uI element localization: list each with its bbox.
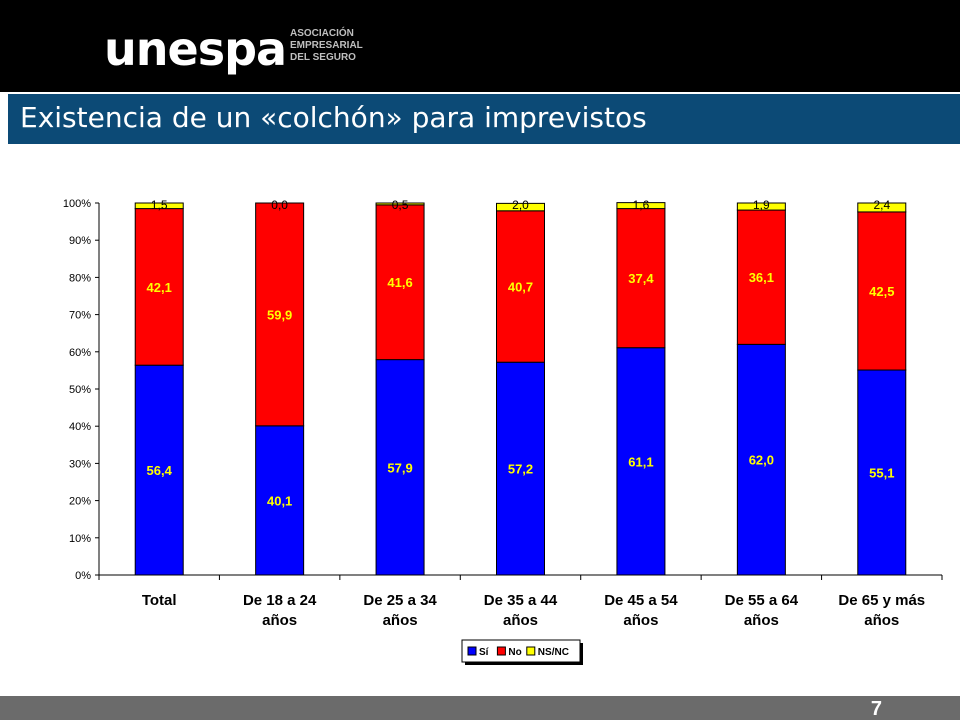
bar-segment-NS/NC: [496, 202, 545, 212]
legend-label: NS/NC: [538, 647, 569, 658]
x-category-label: años: [503, 612, 538, 629]
data-label-no: 41,6: [387, 275, 412, 290]
logo-subtitle-line: EMPRESARIAL: [290, 40, 363, 51]
data-label-nsnc: 1,9: [753, 198, 770, 212]
x-category-label: De 45 a 54: [604, 592, 678, 609]
data-label-no: 36,1: [749, 270, 774, 285]
bar-segment-NS/NC: [736, 202, 786, 211]
slide-title: Existencia de un «colchón» para imprevis…: [20, 101, 647, 134]
bar-segment-NS/NC: [375, 202, 425, 206]
data-label-si: 61,1: [628, 454, 653, 469]
x-category-label: De 65 y más: [838, 592, 925, 609]
data-label-nsnc: 0,0: [271, 198, 288, 212]
bar-segment-No: [616, 208, 666, 349]
x-category-label: años: [383, 612, 418, 629]
bar-segment-Sí: [616, 347, 666, 576]
unespa-logo: unespa: [104, 22, 287, 76]
x-category-label: Total: [142, 592, 177, 609]
legend-swatch-Sí: [467, 646, 477, 656]
y-tick-label: 30%: [69, 458, 91, 470]
y-tick-label: 80%: [69, 272, 91, 284]
legend-swatch-No: [496, 646, 506, 656]
data-label-no: 37,4: [628, 271, 654, 286]
data-label-nsnc: 0,5: [392, 198, 409, 212]
data-label-no: 40,7: [508, 280, 533, 295]
bar-segment-Sí: [736, 343, 786, 576]
logo-subtitle-line: DEL SEGURO: [290, 52, 356, 63]
x-category-label: años: [744, 612, 779, 629]
y-tick-label: 90%: [69, 235, 91, 247]
x-category-label: De 18 a 24: [243, 592, 317, 609]
bar-segment-No: [134, 208, 184, 366]
data-label-si: 57,2: [508, 462, 533, 477]
data-label-si: 40,1: [267, 493, 292, 508]
logo-subtitle-line: ASOCIACIÓN: [290, 28, 354, 39]
page-number: 7: [870, 698, 882, 720]
legend-box: [461, 639, 581, 663]
stacked-bar-chart: 0% 10% 20% 30% 40% 50% 60% 70% 80% 90% 100% 56,4 42,…: [63, 198, 943, 665]
y-tick-label: 100%: [63, 198, 91, 210]
bar-segment-Sí: [255, 425, 305, 576]
bar-segment-No: [857, 211, 907, 371]
x-category-label: años: [623, 612, 658, 629]
bar-segment-Sí: [375, 359, 425, 576]
data-label-si: 62,0: [749, 453, 774, 468]
y-tick-label: 50%: [69, 384, 91, 396]
bar-segment-Sí: [857, 369, 907, 576]
data-label-nsnc: 2,0: [512, 198, 529, 212]
title-bar: [8, 94, 960, 144]
data-label-no: 42,1: [147, 280, 172, 295]
bar-segment-NS/NC: [857, 202, 907, 213]
y-tick-label: 70%: [69, 310, 91, 322]
x-category-label: años: [864, 612, 899, 629]
data-label-no: 42,5: [869, 284, 894, 299]
bar-segment-NS/NC: [134, 202, 184, 210]
legend-label: No: [508, 647, 521, 658]
y-tick-label: 40%: [69, 421, 91, 433]
data-label-si: 56,4: [147, 463, 173, 478]
data-label-no: 59,9: [267, 307, 292, 322]
data-label-nsnc: 1,6: [633, 198, 650, 212]
x-category-label: De 55 a 64: [725, 592, 799, 609]
x-category-label: De 35 a 44: [484, 592, 558, 609]
legend-label: Sí: [479, 647, 490, 658]
y-tick-label: 10%: [69, 533, 91, 545]
header-bar: unespa ASOCIACIÓN EMPRESARIAL DEL SEGURO: [0, 0, 960, 92]
footer-bar: 7: [0, 696, 960, 720]
x-category-label: años: [262, 612, 297, 629]
legend-swatch-NS/NC: [526, 646, 536, 656]
bar-segment-No: [255, 202, 305, 427]
logo-subtitle: ASOCIACIÓN EMPRESARIAL DEL SEGURO: [290, 28, 363, 64]
x-category-label: De 25 a 34: [363, 592, 437, 609]
bar-segment-No: [736, 209, 786, 345]
bar-segment-NS/NC: [616, 202, 666, 210]
data-label-nsnc: 2,4: [873, 198, 890, 212]
data-label-si: 55,1: [869, 466, 894, 481]
y-tick-label: 20%: [69, 496, 91, 508]
y-tick-label: 0%: [75, 570, 91, 582]
data-label-nsnc: 1,5: [151, 198, 168, 212]
data-label-si: 57,9: [387, 460, 412, 475]
y-tick-label: 60%: [69, 347, 91, 359]
